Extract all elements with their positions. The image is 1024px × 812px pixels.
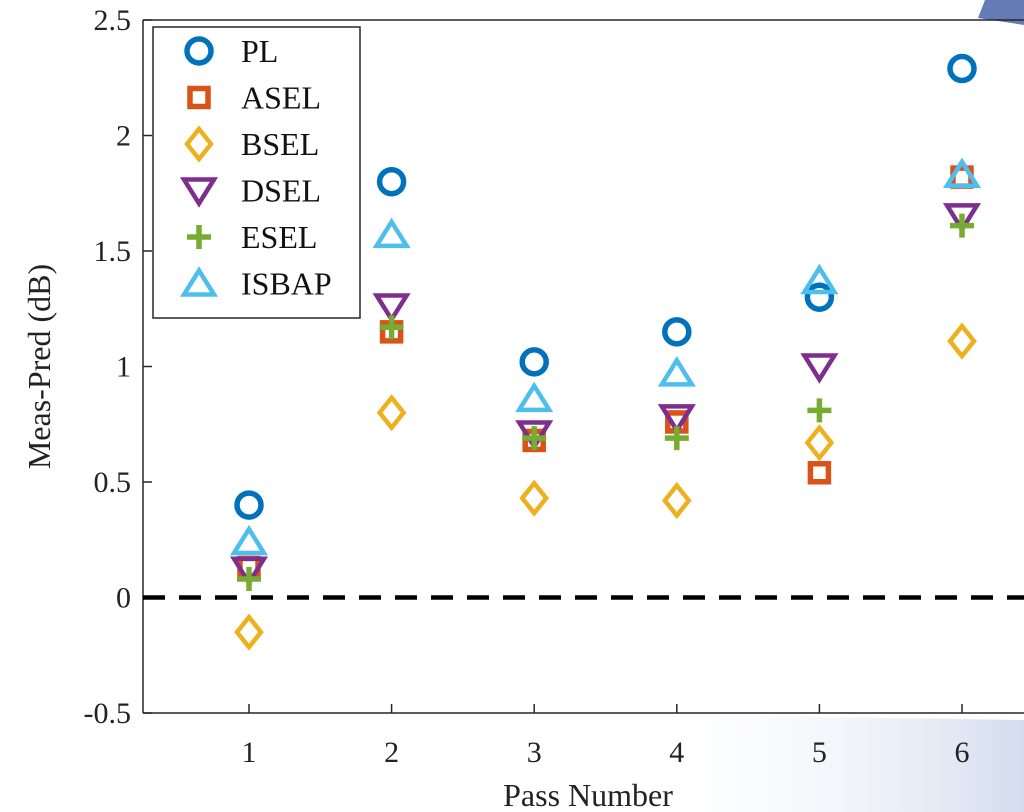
legend-label-bsel: BSEL xyxy=(241,126,319,162)
data-point-esel xyxy=(379,315,404,340)
series-bsel xyxy=(234,322,977,651)
background-decoration-top xyxy=(978,0,1024,25)
data-point-esel xyxy=(950,213,974,238)
x-tick-label: 5 xyxy=(812,736,827,769)
background-decoration-bottom xyxy=(630,715,1024,812)
data-point-bsel xyxy=(661,481,692,520)
x-tick-label: 6 xyxy=(955,736,970,769)
data-point-isbap xyxy=(657,356,696,387)
data-point-isbap xyxy=(229,524,269,556)
legend-label-asel: ASEL xyxy=(241,80,321,116)
legend-marker-bsel xyxy=(184,125,214,163)
data-point-bsel xyxy=(234,613,264,651)
data-point-asel xyxy=(807,461,832,485)
data-point-esel xyxy=(664,426,689,451)
y-axis-title: Meas-Pred (dB) xyxy=(21,264,57,469)
data-point-pl xyxy=(662,317,692,347)
legend-label-pl: PL xyxy=(241,33,278,69)
data-point-dsel xyxy=(515,420,554,451)
legend-marker-isbap xyxy=(179,266,219,297)
series-isbap xyxy=(229,157,982,556)
data-point-isbap xyxy=(942,157,982,189)
data-point-pl xyxy=(947,53,977,84)
legend-marker-pl xyxy=(184,36,214,66)
data-point-dsel xyxy=(942,203,982,234)
data-point-isbap xyxy=(372,217,411,249)
x-axis-title: Pass Number xyxy=(503,777,673,812)
data-point-pl xyxy=(804,282,835,312)
data-point-esel xyxy=(237,567,261,592)
legend-label-isbap: ISBAP xyxy=(241,266,332,302)
data-point-pl xyxy=(376,166,407,197)
data-point-dsel xyxy=(800,353,839,384)
x-tick-label: 1 xyxy=(242,736,257,769)
legend-marker-esel xyxy=(187,225,211,249)
y-tick-label: 0 xyxy=(116,582,131,615)
data-point-bsel xyxy=(804,424,835,462)
legend-label-esel: ESEL xyxy=(241,219,317,255)
data-point-dsel xyxy=(657,404,696,435)
x-tick-label: 2 xyxy=(384,736,399,769)
data-point-bsel xyxy=(519,479,550,517)
legend-marker-dsel xyxy=(179,177,219,208)
series-esel xyxy=(237,213,974,592)
data-point-bsel xyxy=(376,394,407,432)
y-tick-label: 0.5 xyxy=(94,466,132,499)
series-pl xyxy=(234,53,977,520)
x-tick-label: 3 xyxy=(527,736,542,769)
data-point-pl xyxy=(234,490,264,520)
y-tick-label: 1.5 xyxy=(94,235,132,268)
y-tick-label: 2.5 xyxy=(94,4,132,37)
data-point-esel xyxy=(807,398,832,423)
data-point-isbap xyxy=(515,381,554,413)
y-tick-label: 1 xyxy=(116,351,131,384)
data-point-isbap xyxy=(800,263,839,295)
data-point-bsel xyxy=(947,322,977,360)
x-tick-label: 4 xyxy=(669,736,684,769)
legend-label-dsel: DSEL xyxy=(241,173,321,209)
data-point-pl xyxy=(519,347,549,377)
legend-marker-asel xyxy=(187,85,211,110)
legend-box xyxy=(152,26,361,319)
data-point-dsel xyxy=(372,293,411,324)
series-dsel xyxy=(229,203,982,588)
data-point-esel xyxy=(522,426,547,451)
y-tick-label: -0.5 xyxy=(84,697,132,730)
y-tick-label: 2 xyxy=(116,120,131,153)
data-point-dsel xyxy=(229,556,269,588)
